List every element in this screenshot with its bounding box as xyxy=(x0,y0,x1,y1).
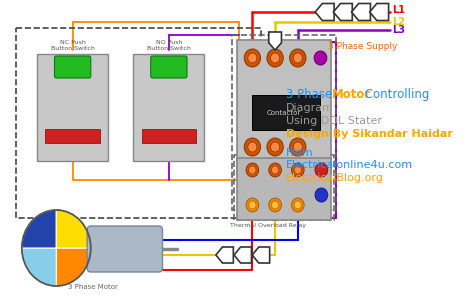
Text: Diagram: Diagram xyxy=(286,103,334,113)
Bar xyxy=(46,129,100,143)
Bar xyxy=(252,95,320,130)
Text: Thermal Overload Relay: Thermal Overload Relay xyxy=(230,223,306,228)
Text: 3 Phase Supply: 3 Phase Supply xyxy=(328,42,398,51)
Bar xyxy=(16,28,262,218)
Text: 3 Phase Motor: 3 Phase Motor xyxy=(68,284,118,290)
Circle shape xyxy=(269,198,282,212)
Circle shape xyxy=(269,163,282,177)
Text: L1: L1 xyxy=(392,5,405,15)
Circle shape xyxy=(272,201,279,209)
Text: Design By Sikandar Haidar: Design By Sikandar Haidar xyxy=(286,129,453,139)
Bar xyxy=(234,155,334,220)
Circle shape xyxy=(294,201,301,209)
Text: Motor: Motor xyxy=(331,88,371,101)
Circle shape xyxy=(271,53,280,63)
Bar xyxy=(142,129,196,143)
Circle shape xyxy=(267,138,283,156)
Text: 3 Phase: 3 Phase xyxy=(286,88,336,101)
Circle shape xyxy=(294,166,301,174)
Text: NO Push
Button Switch: NO Push Button Switch xyxy=(147,40,191,51)
Circle shape xyxy=(271,142,280,152)
Text: Using DOL Stater: Using DOL Stater xyxy=(286,116,382,126)
Circle shape xyxy=(249,201,256,209)
FancyBboxPatch shape xyxy=(134,54,204,161)
Polygon shape xyxy=(333,4,352,20)
Polygon shape xyxy=(216,247,233,263)
FancyBboxPatch shape xyxy=(37,54,108,161)
Circle shape xyxy=(244,49,261,67)
Text: Controlling: Controlling xyxy=(361,88,430,101)
Circle shape xyxy=(244,138,261,156)
Wedge shape xyxy=(56,248,91,286)
Text: From: From xyxy=(286,148,314,158)
Wedge shape xyxy=(22,248,56,286)
Circle shape xyxy=(248,53,257,63)
Circle shape xyxy=(293,142,302,152)
Polygon shape xyxy=(269,32,282,50)
Circle shape xyxy=(290,49,306,67)
Bar xyxy=(231,35,336,210)
Polygon shape xyxy=(315,4,334,20)
Text: ElectricalBlog.org: ElectricalBlog.org xyxy=(286,173,384,183)
Circle shape xyxy=(315,188,328,202)
FancyBboxPatch shape xyxy=(151,56,187,78)
Polygon shape xyxy=(352,4,370,20)
Circle shape xyxy=(248,142,257,152)
Polygon shape xyxy=(252,247,270,263)
Circle shape xyxy=(267,49,283,67)
Wedge shape xyxy=(56,210,91,248)
Text: L2: L2 xyxy=(392,17,405,27)
Circle shape xyxy=(290,138,306,156)
Text: L3: L3 xyxy=(392,25,405,35)
Text: Contactor: Contactor xyxy=(267,110,301,116)
Circle shape xyxy=(292,163,304,177)
Polygon shape xyxy=(370,4,389,20)
Circle shape xyxy=(315,163,328,177)
Polygon shape xyxy=(234,247,252,263)
Text: NC Push
Button Switch: NC Push Button Switch xyxy=(51,40,95,51)
Text: Electricalonline4u.com: Electricalonline4u.com xyxy=(286,160,413,170)
FancyBboxPatch shape xyxy=(237,158,331,220)
Circle shape xyxy=(249,166,256,174)
Circle shape xyxy=(246,198,259,212)
Circle shape xyxy=(246,163,259,177)
FancyBboxPatch shape xyxy=(237,40,331,174)
Circle shape xyxy=(293,53,302,63)
FancyBboxPatch shape xyxy=(55,56,91,78)
Circle shape xyxy=(292,198,304,212)
FancyBboxPatch shape xyxy=(87,226,163,272)
Circle shape xyxy=(272,166,279,174)
Wedge shape xyxy=(22,210,56,248)
Circle shape xyxy=(314,51,327,65)
